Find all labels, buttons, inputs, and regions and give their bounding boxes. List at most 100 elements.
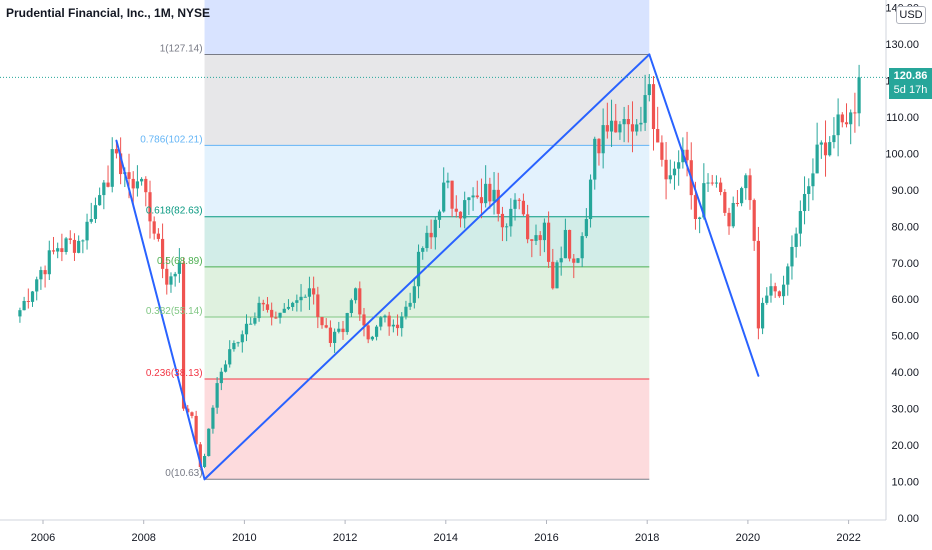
candle-body (274, 317, 278, 319)
candle-body (35, 279, 39, 292)
fib-zone (204, 54, 650, 146)
candle-body (437, 211, 442, 220)
candle-body (353, 288, 358, 301)
fib-level-label: 0.5(68.89) (157, 256, 203, 267)
axes-layer: 0.00 10.00 20.00 30.00 40.00 50.00 60.00 70.00 8… (0, 0, 919, 544)
candle-body (458, 211, 463, 219)
candle-body (249, 323, 253, 325)
candle-body (538, 235, 542, 241)
candle-body (698, 217, 702, 220)
candle-body (366, 325, 370, 340)
candle-body (786, 266, 790, 285)
candle-body (299, 296, 303, 301)
candle-body (790, 246, 794, 267)
candle-body (572, 258, 576, 263)
candle-body (186, 408, 190, 413)
candle-body (811, 173, 815, 187)
candle-body (51, 250, 56, 252)
candle-body (89, 219, 93, 222)
candle-body (781, 284, 786, 297)
candle-body (513, 199, 517, 209)
y-tick-label: 30.00 (891, 404, 919, 416)
candle-body (534, 235, 538, 241)
x-tick-label: 2010 (232, 532, 256, 544)
candle-body (85, 221, 89, 241)
candle-body (307, 288, 312, 297)
candle-body (744, 175, 748, 189)
fib-zone (204, 0, 650, 55)
candle-body (819, 142, 823, 145)
candle-body (144, 178, 148, 193)
candle-body (752, 200, 756, 241)
candle-body (500, 213, 505, 228)
candle-body (387, 315, 391, 327)
candle-body (660, 142, 664, 160)
candle-body (651, 84, 656, 130)
bar-countdown: 5d 17h (893, 84, 928, 96)
candle-body (202, 456, 207, 467)
candle-body (232, 342, 236, 350)
candle-body (56, 248, 60, 252)
y-tick-label: 80.00 (891, 221, 919, 233)
chart-title: Prudential Financial, Inc., 1M, NYSE (6, 6, 211, 20)
candle-body (496, 189, 500, 214)
candle-body (412, 286, 416, 303)
candle-body (844, 122, 849, 125)
candle-body (450, 180, 454, 209)
candle-body (244, 323, 249, 335)
candle-body (563, 229, 567, 259)
candle-body (521, 200, 526, 215)
y-tick-label: 40.00 (891, 367, 919, 379)
candle-body (127, 172, 131, 179)
fib-zone (204, 378, 650, 480)
candle-body (236, 342, 240, 344)
candle-body (769, 286, 773, 296)
candle-body (756, 240, 760, 329)
candle-body (383, 315, 387, 318)
candle-body (345, 313, 349, 333)
candle-body (110, 149, 114, 187)
candle-body (509, 208, 513, 227)
candle-body (685, 149, 689, 161)
candle-body (588, 179, 593, 220)
candle-body (526, 214, 530, 240)
candle-body (47, 250, 51, 275)
candle-body (668, 175, 672, 180)
candle-body (626, 119, 630, 125)
candle-body (505, 226, 509, 228)
candle-body (223, 364, 228, 372)
currency-badge[interactable]: USD (896, 6, 926, 24)
candle-body (727, 212, 731, 227)
candle-body (857, 77, 861, 114)
candle-body (706, 182, 710, 184)
candle-body (597, 138, 601, 154)
candle-body (421, 248, 425, 252)
candle-body (425, 232, 429, 249)
candle-body (479, 197, 484, 204)
candle-body (337, 328, 341, 332)
candle-body (530, 239, 534, 241)
fib-zone (204, 145, 650, 217)
candle-body (559, 258, 563, 263)
fib-zone (204, 266, 650, 317)
last-price-value: 120.86 (893, 70, 928, 82)
candle-body (43, 270, 47, 275)
candle-body (140, 178, 144, 182)
candle-body (731, 202, 735, 227)
candle-body (349, 300, 353, 314)
candle-body (181, 262, 186, 409)
candle-body (454, 208, 458, 212)
candle-body (488, 183, 492, 202)
candle-body (173, 273, 177, 277)
y-tick-label: 90.00 (891, 185, 919, 197)
candle-body (664, 159, 668, 180)
fib-zone (204, 316, 650, 379)
candle-body (471, 195, 475, 198)
fib-retracement-layer (204, 0, 650, 480)
candle-body (64, 238, 68, 253)
x-tick-label: 2014 (434, 532, 458, 544)
candle-body (77, 240, 81, 253)
candle-body (324, 325, 328, 328)
candle-body (630, 124, 635, 132)
